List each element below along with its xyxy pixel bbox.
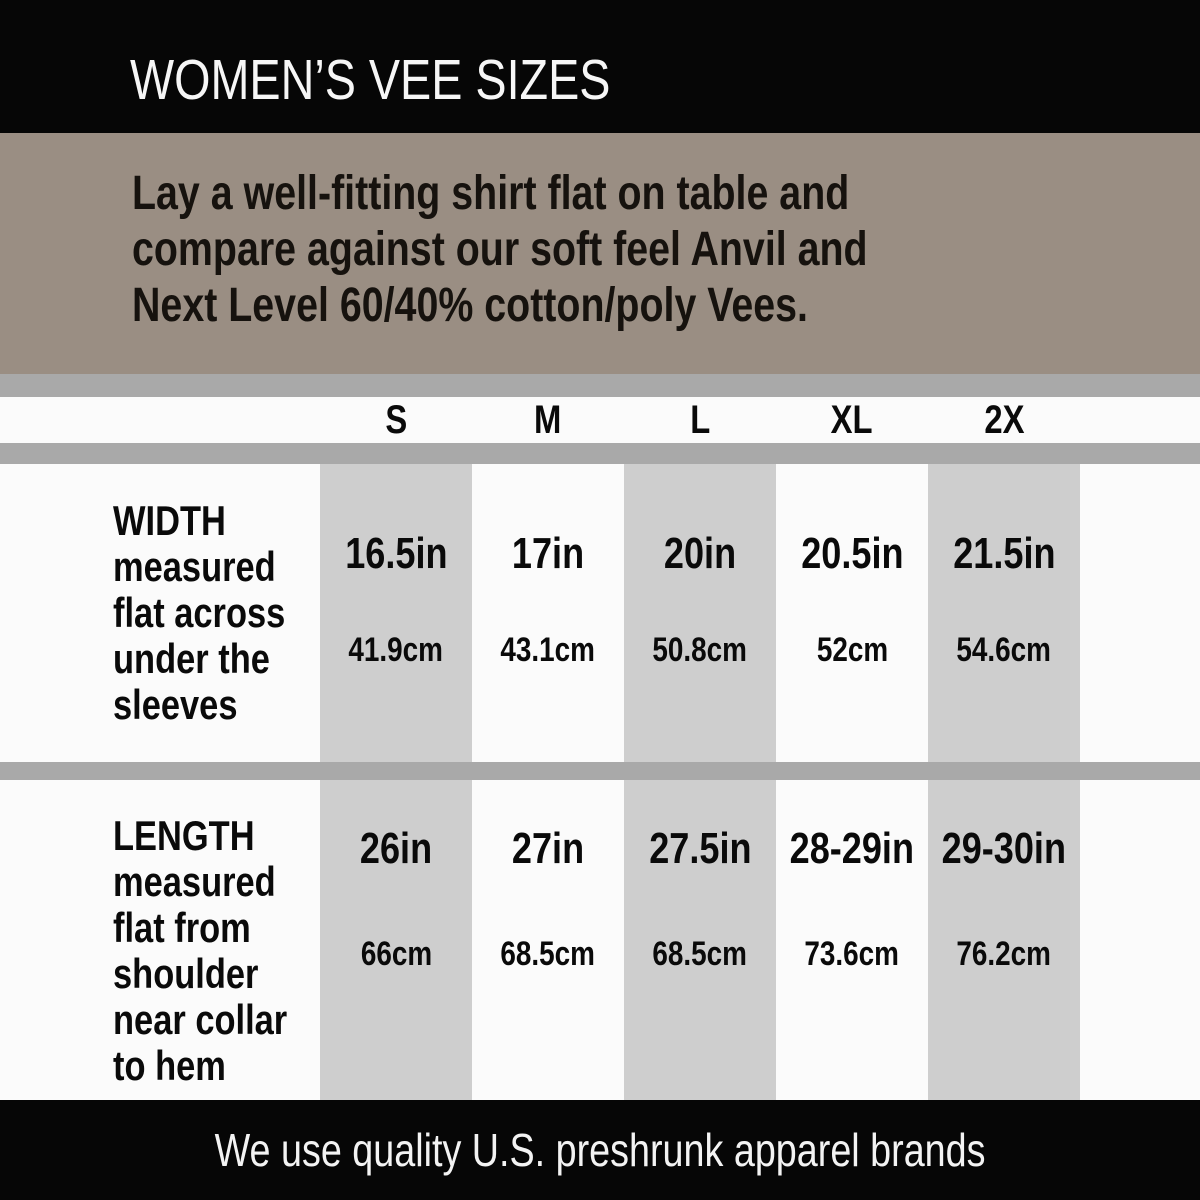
column-band-l [624, 464, 776, 762]
length-s-inches: 26in [359, 824, 433, 873]
width-2x-inches: 21.5in [952, 529, 1056, 578]
length-m-cm: 68.5cm [500, 935, 596, 973]
width-m-inches: 17in [511, 529, 585, 578]
length-row-desc-line: measured [113, 858, 276, 905]
length-m-inches: 27in [511, 824, 585, 873]
width-l-cm: 50.8cm [652, 631, 748, 669]
width-row-desc-line: measured [113, 543, 276, 590]
width-xl-cm: 52cm [816, 631, 888, 669]
separator-strip-header-bottom [0, 443, 1200, 464]
length-row-desc-line: shoulder [113, 950, 259, 997]
width-row-desc-line: sleeves [113, 681, 238, 728]
size-header-m: M [534, 398, 562, 442]
length-s-cm: 66cm [360, 935, 432, 973]
width-row-desc-line: flat across [113, 589, 286, 636]
length-row-label: LENGTH measured flat from shoulder near … [113, 813, 323, 1089]
footer-bar: We use quality U.S. preshrunk apparel br… [0, 1100, 1200, 1200]
intro-panel: Lay a well-fitting shirt flat on table a… [0, 133, 1200, 374]
intro-line: Lay a well-fitting shirt flat on table a… [132, 167, 850, 220]
width-m-cm: 43.1cm [500, 631, 596, 669]
width-s-cm: 41.9cm [348, 631, 444, 669]
size-header-2x: 2X [983, 398, 1025, 442]
size-header-l: L [689, 398, 711, 442]
length-2x-inches: 29-30in [941, 824, 1067, 873]
size-header-s: S [385, 398, 407, 442]
length-xl-cm: 73.6cm [804, 935, 900, 973]
length-row-title: LENGTH [113, 812, 255, 859]
width-xl-inches: 20.5in [800, 529, 904, 578]
column-band-2x [928, 780, 1080, 1100]
length-row-desc-line: flat from [113, 904, 251, 951]
intro-paragraph: Lay a well-fitting shirt flat on table a… [132, 166, 1029, 334]
width-2x-cm: 54.6cm [956, 631, 1052, 669]
column-band-s [320, 780, 472, 1100]
width-row-desc-line: under the [113, 635, 270, 682]
page-title-text: WOMEN’S VEE SIZES [130, 48, 611, 112]
width-row-label: WIDTH measured flat across under the sle… [113, 498, 323, 728]
separator-strip-top [0, 374, 1200, 397]
width-s-inches: 16.5in [344, 529, 448, 578]
row-divider-strip [0, 762, 1200, 780]
length-l-cm: 68.5cm [652, 935, 748, 973]
length-xl-inches: 28-29in [789, 824, 915, 873]
width-l-inches: 20in [663, 529, 737, 578]
length-row-desc-line: to hem [113, 1042, 226, 1089]
column-band-l [624, 780, 776, 1100]
column-band-s [320, 464, 472, 762]
table-row-width: WIDTH measured flat across under the sle… [0, 464, 1200, 762]
size-header-xl: XL [831, 398, 873, 442]
page-title: WOMEN’S VEE SIZES [130, 50, 716, 110]
footer-text: We use quality U.S. preshrunk apparel br… [214, 1124, 986, 1176]
intro-line: compare against our soft feel Anvil and [132, 223, 868, 276]
size-header-row: S M L XL 2X [0, 397, 1200, 443]
column-band-2x [928, 464, 1080, 762]
length-row-desc-line: near collar [113, 996, 288, 1043]
intro-line: Next Level 60/40% cotton/poly Vees. [132, 279, 808, 332]
table-row-length: LENGTH measured flat from shoulder near … [0, 780, 1200, 1100]
length-l-inches: 27.5in [648, 824, 752, 873]
top-bar: WOMEN’S VEE SIZES [0, 0, 1200, 133]
length-2x-cm: 76.2cm [956, 935, 1052, 973]
width-row-title: WIDTH [113, 497, 226, 544]
